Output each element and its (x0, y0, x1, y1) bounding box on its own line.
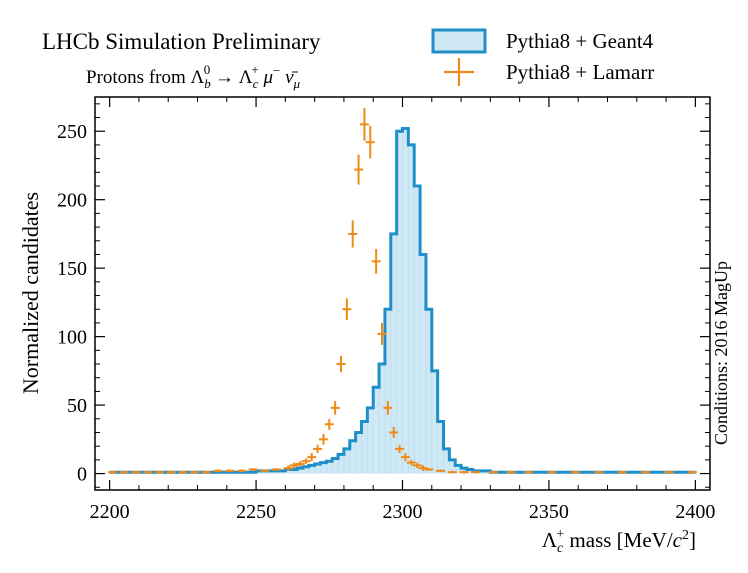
x-axis-label-text: mass [MeV/ (564, 528, 673, 552)
y-tick-label: 0 (77, 464, 87, 486)
subtitle-prefix: Protons from (86, 67, 191, 88)
legend: Pythia8 + Geant4 Pythia8 + Lamarr (431, 28, 654, 86)
subtitle-muon: μ (259, 67, 273, 88)
x-axis-label: Λc+ mass [MeV/c2] (542, 527, 696, 556)
conditions-note: Conditions: 2016 MagUp (711, 261, 731, 445)
x-axis-label-c-sup: 2 (682, 528, 689, 543)
legend-label-lamarr: Pythia8 + Lamarr (506, 60, 654, 84)
subtitle-lambda-c-sup: + (251, 62, 258, 77)
y-tick-label: 50 (67, 395, 87, 417)
legend-label-geant4: Pythia8 + Geant4 (506, 29, 654, 53)
subtitle-lambda-c: Λ (239, 67, 253, 88)
x-tick-label: 2250 (236, 501, 276, 523)
x-axis-label-sup: + (556, 527, 564, 542)
y-tick-label: 150 (57, 258, 87, 280)
chart-subtitle: Protons from Λb0 → Λc+ μ− ν̄μ (86, 62, 301, 91)
legend-swatch-geant4 (431, 28, 487, 54)
x-tick-label: 2200 (90, 501, 130, 523)
subtitle-neutrino-sub: μ (293, 76, 301, 91)
x-axis-label-c: c (673, 528, 683, 552)
histogram-outline-geant4 (109, 126, 696, 474)
x-axis-label-sub: c (557, 541, 564, 556)
subtitle-lambda-b-sup: 0 (204, 62, 211, 77)
subtitle-lambda-b-sub: b (204, 76, 211, 91)
x-tick-label: 2350 (529, 501, 569, 523)
subtitle-lambda-b: Λ (191, 67, 205, 88)
subtitle-arrow: → (210, 67, 239, 88)
y-tick-label: 200 (57, 190, 87, 212)
x-axis-label-lambda: Λ (542, 528, 558, 552)
x-tick-label: 2400 (675, 501, 715, 523)
y-tick-label: 100 (57, 327, 87, 349)
y-axis-label: Normalized candidates (18, 192, 43, 394)
subtitle-lambda-c-sub: c (253, 76, 259, 91)
y-tick-label: 250 (57, 121, 87, 143)
x-tick-label: 2300 (383, 501, 423, 523)
x-axis-label-close: ] (689, 528, 696, 552)
chart-title: LHCb Simulation Preliminary (42, 29, 321, 54)
legend-swatch-lamarr (444, 58, 474, 86)
subtitle-muon-sup: − (273, 63, 280, 78)
